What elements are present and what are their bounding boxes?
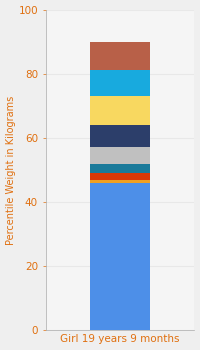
Bar xyxy=(90,42,150,70)
Bar xyxy=(90,125,150,147)
Bar xyxy=(90,163,150,173)
Y-axis label: Percentile Weight in Kilograms: Percentile Weight in Kilograms xyxy=(6,95,16,245)
Bar xyxy=(90,183,150,330)
Bar xyxy=(90,180,150,183)
Bar xyxy=(90,96,150,125)
Bar xyxy=(90,147,150,163)
Bar xyxy=(90,70,150,96)
Bar xyxy=(90,173,150,180)
